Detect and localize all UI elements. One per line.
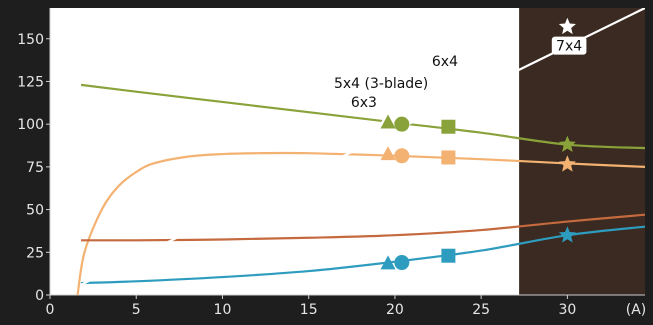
circle-marker <box>394 148 410 164</box>
square-marker <box>441 150 456 165</box>
star-marker <box>558 17 576 35</box>
series-line-3 <box>81 213 645 242</box>
y-tick-label: 125 <box>17 74 44 90</box>
square-marker <box>441 119 456 134</box>
triangle-marker <box>380 146 396 161</box>
y-tick-label: 50 <box>26 203 44 219</box>
circle-marker <box>394 116 410 132</box>
square-marker <box>441 248 456 263</box>
star-marker <box>558 226 576 243</box>
series-line-2 <box>76 151 645 295</box>
triangle-marker <box>380 114 396 129</box>
triangle-marker <box>380 255 396 270</box>
circle-marker <box>394 255 410 271</box>
annotation-label: 7x4 <box>556 39 582 55</box>
x-tick-label: 10 <box>214 302 232 318</box>
series-line-5 <box>80 8 645 286</box>
annotation-box <box>322 74 440 93</box>
y-tick-label: 150 <box>17 32 44 48</box>
y-tick-label: 75 <box>26 160 44 176</box>
annotation-box <box>427 51 463 70</box>
annotation-box <box>346 92 382 111</box>
annotation-label: 5x4 (3-blade) <box>334 76 428 92</box>
annotation-label: 6x4 <box>432 54 458 70</box>
star-marker <box>558 155 576 172</box>
series-line-1 <box>80 83 645 150</box>
y-tick-label: 0 <box>35 288 44 304</box>
series-line-4 <box>81 225 645 285</box>
x-unit-label: (A) <box>626 302 647 318</box>
x-tick-label: 15 <box>300 302 318 318</box>
x-tick-label: 25 <box>472 302 490 318</box>
x-tick-label: 20 <box>386 302 404 318</box>
square-marker <box>441 77 456 92</box>
y-tick-label: 100 <box>17 117 44 133</box>
annotation-box <box>551 36 587 55</box>
x-tick-label: 5 <box>132 302 141 318</box>
circle-marker <box>394 103 410 118</box>
star-marker <box>558 135 576 152</box>
annotation-label: 6x3 <box>351 95 377 111</box>
x-tick-label: 30 <box>558 302 576 318</box>
shaded-region <box>519 8 645 295</box>
y-tick-label: 25 <box>26 245 44 261</box>
x-tick-label: 0 <box>46 302 55 318</box>
